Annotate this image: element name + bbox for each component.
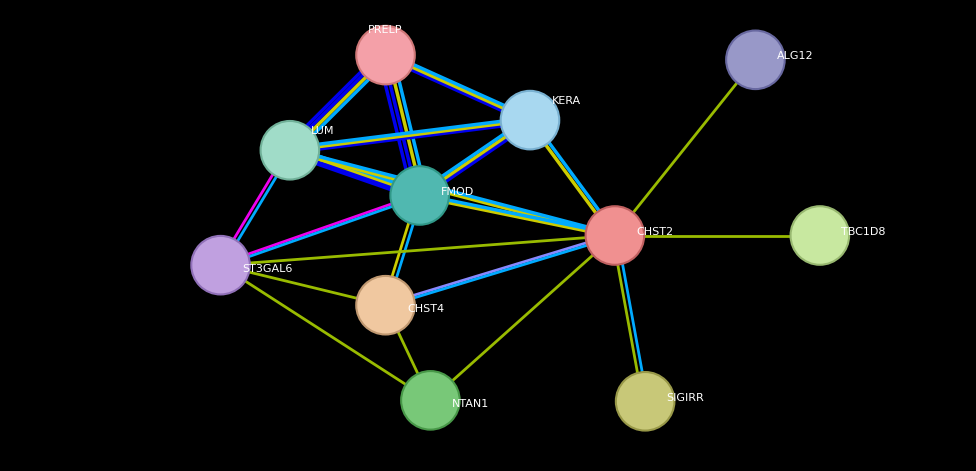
Ellipse shape — [791, 206, 849, 265]
Text: SIGIRR: SIGIRR — [667, 392, 705, 403]
Ellipse shape — [390, 166, 449, 225]
Ellipse shape — [501, 91, 559, 149]
Ellipse shape — [586, 206, 644, 265]
Ellipse shape — [616, 372, 674, 430]
Text: NTAN1: NTAN1 — [452, 399, 489, 409]
Ellipse shape — [191, 236, 250, 294]
Text: CHST4: CHST4 — [407, 304, 444, 314]
Text: FMOD: FMOD — [441, 187, 474, 197]
Text: PRELP: PRELP — [368, 25, 403, 35]
Text: ST3GAL6: ST3GAL6 — [242, 264, 293, 274]
Text: ALG12: ALG12 — [777, 51, 814, 61]
Ellipse shape — [261, 121, 319, 179]
Ellipse shape — [356, 26, 415, 84]
Text: CHST2: CHST2 — [636, 227, 673, 237]
Ellipse shape — [401, 371, 460, 430]
Ellipse shape — [356, 276, 415, 334]
Text: TBC1D8: TBC1D8 — [841, 227, 886, 237]
Text: KERA: KERA — [551, 96, 581, 106]
Text: LUM: LUM — [311, 126, 335, 136]
Ellipse shape — [726, 31, 785, 89]
